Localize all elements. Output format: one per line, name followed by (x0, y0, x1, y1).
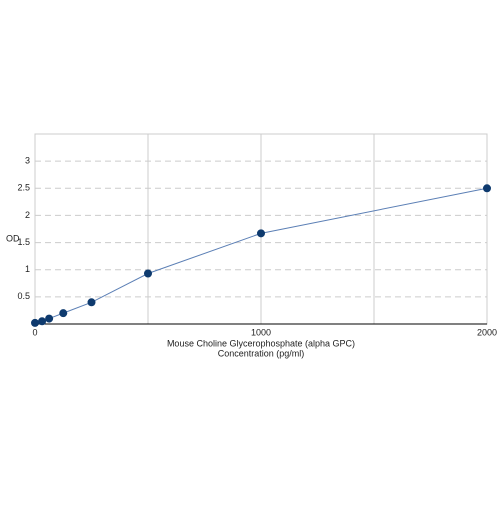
x-axis-label: Mouse Choline Glycerophosphate (alpha GP… (167, 338, 355, 348)
point (59, 309, 68, 318)
y-tick-label: 0.5 (17, 291, 30, 301)
y-tick-label: 2 (25, 210, 30, 220)
x-tick-label: 1000 (251, 327, 271, 337)
y-tick-label: 1.5 (17, 237, 30, 247)
point (38, 317, 47, 326)
y-axis-label: OD (6, 233, 20, 243)
point (87, 298, 96, 307)
x-tick-label: 2000 (477, 327, 497, 337)
x-tick-label: 0 (32, 327, 37, 337)
point (31, 318, 39, 327)
point (483, 184, 491, 193)
y-tick-label: 3 (25, 156, 30, 166)
y-tick-label: 1 (25, 264, 30, 274)
x-axis-label: Concentration (pg/ml) (218, 348, 305, 358)
point (144, 269, 152, 278)
point (45, 314, 54, 323)
point (257, 229, 265, 238)
y-tick-label: 2.5 (17, 183, 30, 193)
